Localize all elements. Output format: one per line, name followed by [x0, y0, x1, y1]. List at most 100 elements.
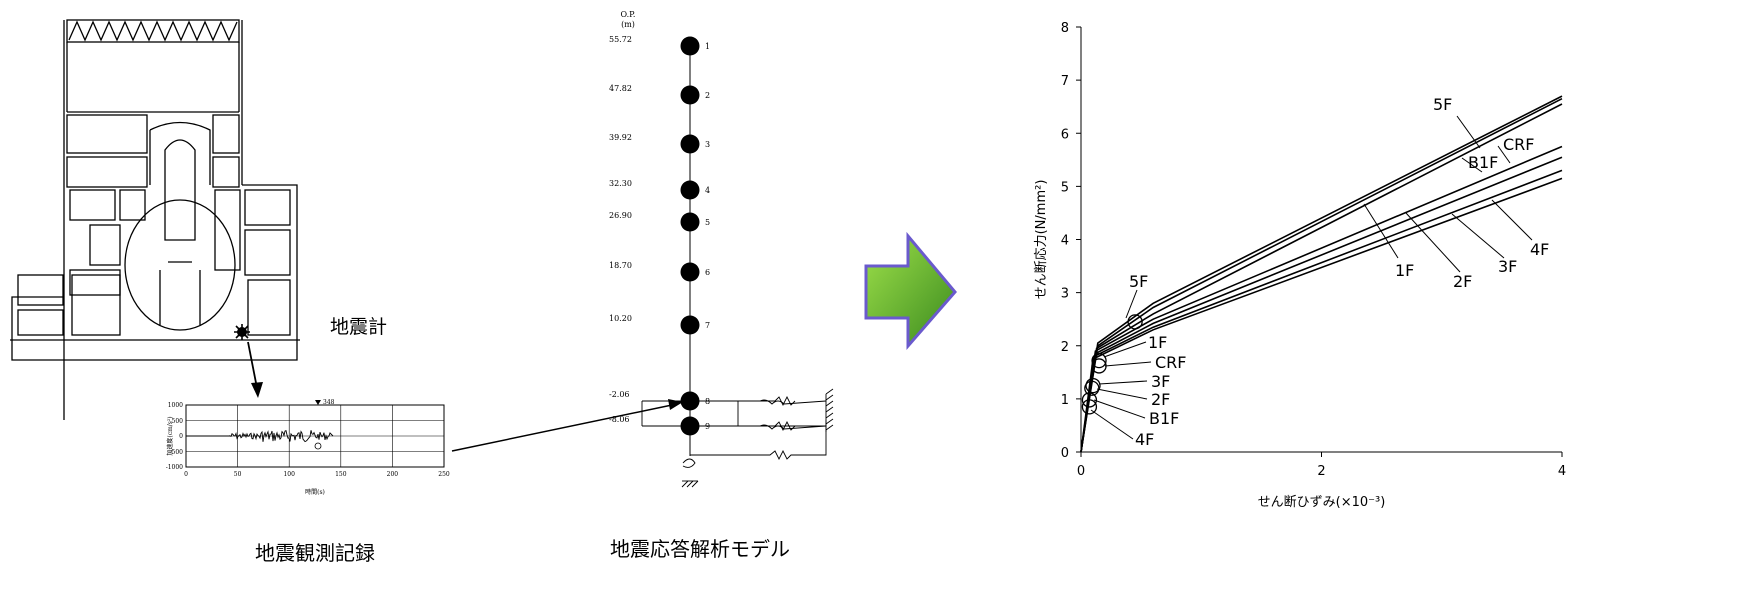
node-elevation: 18.70 [609, 261, 632, 270]
x-tick-label: 0 [1077, 464, 1085, 479]
node-number: 1 [705, 42, 710, 51]
seismometer-arrow [247, 341, 263, 398]
callout-label-b1f: B1F [1468, 153, 1498, 172]
record-ylabel: 加速度(cm/s²) [166, 416, 174, 455]
y-tick-label: 1 [1061, 393, 1069, 408]
callout-leader [1491, 199, 1533, 241]
building-section [10, 19, 300, 420]
record-xtick: 250 [438, 471, 450, 478]
callout-label-4f: 4F [1530, 240, 1549, 259]
mass-node [680, 212, 700, 232]
node-elevation: 26.90 [609, 211, 632, 220]
x-tick-label: 4 [1558, 464, 1566, 479]
node-number: 3 [705, 140, 710, 149]
seismometer-label: 地震計 [330, 316, 387, 338]
mass-node [680, 134, 700, 154]
node-elevation: 47.82 [609, 84, 632, 93]
record-xtick: 200 [387, 471, 399, 478]
callout-label-1f: 1F [1395, 261, 1414, 280]
chart-ylabel: せん断応力(N/mm²) [1034, 180, 1049, 300]
y-tick-label: 5 [1061, 180, 1069, 195]
record-xtick: 150 [335, 471, 347, 478]
callout-leader [1103, 341, 1147, 358]
record-ytick: 500 [172, 418, 184, 425]
spring-system [641, 388, 834, 488]
callout-label-2f: 2F [1453, 272, 1472, 291]
node-number: 8 [705, 397, 710, 406]
record-ytick: 0 [179, 433, 183, 440]
callout-leader [1093, 399, 1146, 419]
callout-label-1f: 1F [1148, 333, 1167, 352]
node-elevation: 39.92 [609, 133, 632, 142]
node-number: 5 [705, 218, 710, 227]
model-title: 地震応答解析モデル [610, 537, 790, 561]
break-point-5f [1127, 314, 1143, 330]
mass-node [680, 85, 700, 105]
callout-label-2f: 2F [1151, 390, 1170, 409]
callout-label-5f: 5F [1129, 272, 1148, 291]
node-number: 7 [705, 321, 710, 330]
callout-leader [1451, 213, 1505, 259]
y-tick-label: 6 [1061, 127, 1069, 142]
callout-label-4f: 4F [1135, 430, 1154, 449]
node-number: 4 [705, 186, 710, 195]
callout-leader [1461, 157, 1483, 173]
record-peak-circle [314, 442, 322, 450]
break-point-2f [1084, 380, 1100, 396]
callout-label-3f: 3F [1498, 257, 1517, 276]
node-number: 9 [705, 422, 710, 431]
chart-xlabel: せん断ひずみ(×10⁻³) [1258, 495, 1386, 510]
seismometer-icon [234, 324, 250, 340]
record-waveform [186, 429, 334, 443]
record-xtick: 0 [184, 471, 188, 478]
skeleton-curve-chart: 0 1 2 3 4 5 6 7 8 0 2 4 せん断ひずみ(×10⁻³) せん断応力(N/mm²) 5F C… [1034, 21, 1566, 510]
y-tick-label: 3 [1061, 287, 1069, 302]
green-arrow-icon [864, 231, 957, 351]
break-point-b1f [1081, 392, 1098, 408]
callout-leader [1098, 380, 1148, 385]
callout-label-b1f: B1F [1149, 409, 1179, 428]
node-elevation: 32.30 [609, 179, 632, 188]
mass-node [680, 315, 700, 335]
y-tick-label: 0 [1061, 446, 1069, 461]
callout-label-crf: CRF [1155, 353, 1187, 372]
break-point-4f [1081, 399, 1098, 415]
callout-leader [1405, 212, 1461, 273]
y-tick-label: 2 [1061, 340, 1069, 355]
record-title: 地震観測記録 [255, 541, 375, 565]
record-plot: 348 1000 500 0 -500 -1000 0 50 100 150 2… [166, 399, 450, 496]
callout-leader [1125, 289, 1138, 319]
callout-label-5f: 5F [1433, 95, 1452, 114]
callout-leader [1090, 409, 1134, 440]
op-unit: (m) [621, 20, 635, 29]
op-header: O.P. [621, 10, 636, 19]
record-ytick: -1000 [166, 464, 183, 471]
mass-node [680, 262, 700, 282]
mass-node [680, 36, 700, 56]
node-elevation: 10.20 [609, 314, 632, 323]
record-ytick: 1000 [168, 402, 183, 409]
record-ytick: -500 [170, 449, 184, 456]
callout-leader [1096, 388, 1148, 400]
record-peak-label: 348 [323, 399, 335, 406]
y-tick-label: 8 [1061, 21, 1069, 36]
record-xtick: 50 [234, 471, 242, 478]
node-elevation: 55.72 [609, 35, 632, 44]
record-xtick: 100 [283, 471, 295, 478]
node-elevation: -8.06 [609, 415, 630, 424]
node-number: 6 [705, 268, 710, 277]
callout-leader [1497, 145, 1511, 164]
callout-leader [1456, 115, 1481, 149]
callout-label-3f: 3F [1151, 372, 1170, 391]
break-point-1f [1091, 352, 1107, 369]
node-elevation: -2.06 [609, 390, 630, 399]
record-to-model-arrow [451, 399, 683, 452]
y-tick-label: 7 [1061, 74, 1069, 89]
mass-node [680, 180, 700, 200]
mass-model: O.P. (m) 1 55.72 2 47.82 3 39.92 4 32.30 5 26.90 6… [609, 10, 834, 488]
y-tick-label: 4 [1061, 234, 1069, 249]
callout-leader [1363, 203, 1399, 259]
peak-marker-icon [315, 400, 321, 405]
callout-label-crf: CRF [1503, 135, 1535, 154]
